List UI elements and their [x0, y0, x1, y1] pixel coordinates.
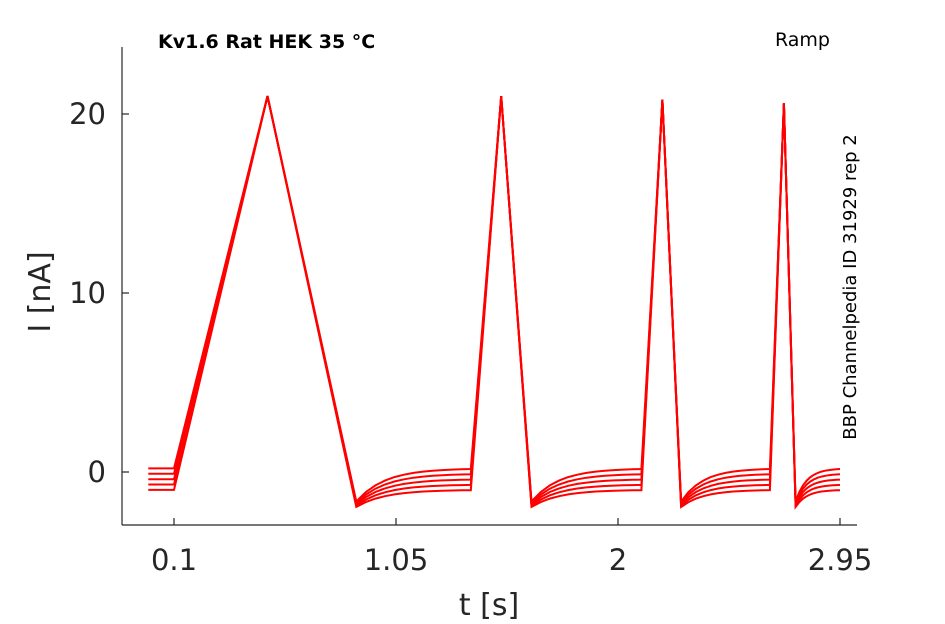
- x-axis-label: t [s]: [459, 588, 519, 623]
- x-tick-label: 2.95: [808, 543, 873, 577]
- channelpedia-id-label: BBP Channelpedia ID 31929 rep 2: [840, 134, 861, 439]
- chart-title: Kv1.6 Rat HEK 35 °C: [158, 31, 375, 53]
- x-ticks: 0.1 1.05 2 2.95: [151, 518, 872, 577]
- y-tick-label: 20: [69, 97, 106, 131]
- y-tick-label: 0: [88, 455, 106, 489]
- x-tick-label: 2: [609, 543, 627, 577]
- y-tick-label: 10: [69, 276, 106, 310]
- current-trace: [148, 95, 841, 509]
- y-ticks: 0 10 20: [69, 97, 129, 489]
- x-tick-label: 1.05: [364, 543, 429, 577]
- current-trace: [148, 95, 841, 509]
- y-axis-label: I [nA]: [23, 251, 58, 332]
- current-trace: [148, 95, 841, 506]
- series-lines: [148, 95, 841, 510]
- protocol-label: Ramp: [775, 29, 830, 51]
- current-trace: [148, 95, 841, 505]
- current-trace: [148, 95, 841, 510]
- x-tick-label: 0.1: [151, 543, 197, 577]
